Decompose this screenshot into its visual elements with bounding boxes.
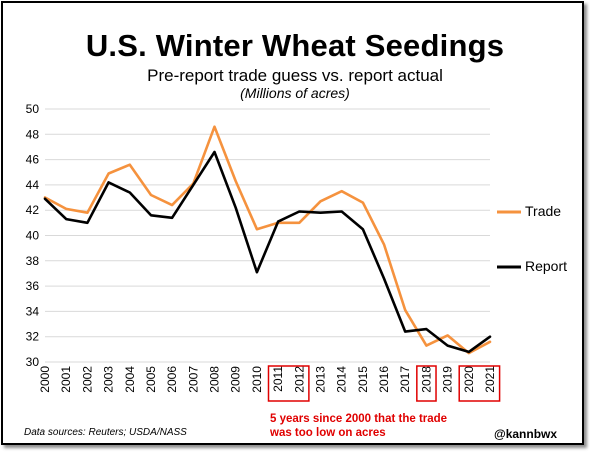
x-tick-label-2018: 2018: [419, 366, 433, 393]
x-tick-label-2013: 2013: [313, 366, 327, 393]
y-tick-label-42: 42: [26, 203, 40, 217]
y-tick-label-34: 34: [26, 304, 40, 318]
y-tick-label-38: 38: [26, 254, 40, 268]
x-tick-label-2009: 2009: [229, 366, 243, 393]
series-line-report: [43, 150, 492, 354]
chart-units: (Millions of acres): [240, 85, 350, 101]
y-tick-label-50: 50: [26, 102, 40, 116]
x-tick-label-2019: 2019: [441, 366, 455, 393]
x-tick-label-2003: 2003: [102, 366, 116, 393]
y-tick-label-48: 48: [26, 127, 40, 141]
chart-subtitle: Pre-report trade guess vs. report actual: [147, 66, 443, 85]
legend-label-report: Report: [525, 258, 568, 274]
y-tick-label-44: 44: [26, 178, 40, 192]
x-tick-label-2011: 2011: [271, 366, 285, 392]
x-tick-label-2020: 2020: [462, 366, 476, 393]
x-tick-label-2014: 2014: [335, 366, 349, 393]
x-tick-label-2010: 2010: [250, 366, 264, 393]
x-tick-label-2008: 2008: [208, 366, 222, 393]
x-tick-label-2012: 2012: [292, 366, 306, 393]
y-tick-label-32: 32: [26, 330, 40, 344]
y-tick-label-36: 36: [26, 279, 40, 293]
y-tick-label-40: 40: [26, 229, 40, 243]
y-tick-label-46: 46: [26, 153, 40, 167]
legend-label-trade: Trade: [525, 203, 562, 219]
y-tick-label-30: 30: [26, 355, 40, 369]
x-tick-label-2000: 2000: [38, 366, 52, 393]
data-source: Data sources: Reuters; USDA/NASS: [24, 427, 187, 438]
x-tick-label-2015: 2015: [356, 366, 370, 393]
highlight-box-2020: [458, 365, 501, 402]
x-tick-label-2017: 2017: [398, 366, 412, 393]
x-tick-label-2006: 2006: [165, 366, 179, 393]
x-tick-label-2002: 2002: [80, 366, 94, 393]
x-tick-label-2004: 2004: [123, 366, 137, 393]
x-tick-label-2007: 2007: [186, 366, 200, 393]
x-tick-label-2021: 2021: [483, 366, 497, 393]
highlight-box-2011: [267, 365, 310, 402]
x-tick-label-2001: 2001: [59, 366, 73, 393]
highlight-box-2018: [416, 365, 437, 402]
annotation-note: 5 years since 2000 that the trade was to…: [270, 413, 448, 439]
x-tick-label-2005: 2005: [144, 366, 158, 393]
author-handle: @kannbwx: [494, 427, 558, 441]
x-tick-label-2016: 2016: [377, 366, 391, 393]
series-line-trade: [43, 125, 492, 355]
chart-title: U.S. Winter Wheat Seedings: [85, 28, 505, 63]
